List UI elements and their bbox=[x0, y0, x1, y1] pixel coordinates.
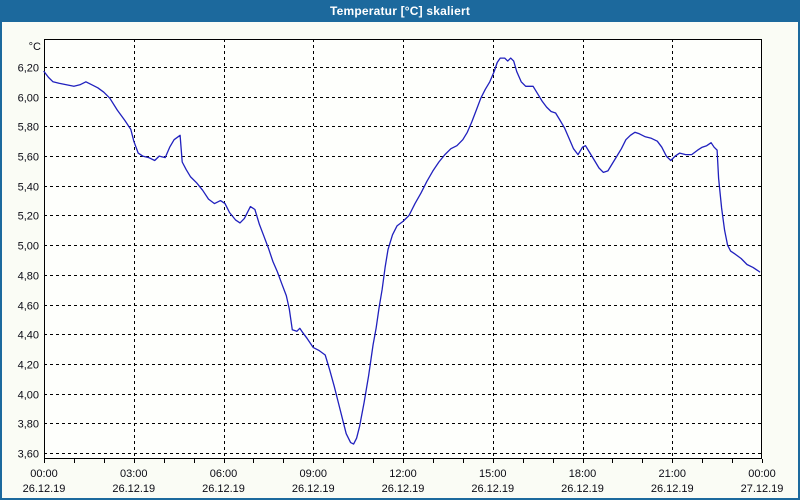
x-tick-date-label: 26.12.19 bbox=[471, 483, 514, 495]
x-tick-date-label: 26.12.19 bbox=[112, 483, 155, 495]
x-tick-labels: 00:00 26.12.19 03:00 26.12.19 06:00 26.12.19 0… bbox=[23, 468, 784, 495]
y-tick-label: 4,60 bbox=[18, 301, 39, 313]
x-tick-time-label: 18:00 bbox=[569, 468, 597, 480]
y-tick-label: 5,20 bbox=[18, 211, 39, 223]
plot-border bbox=[44, 39, 762, 459]
y-tick-label: 6,20 bbox=[18, 63, 39, 75]
y-tick-label: 4,40 bbox=[18, 330, 39, 342]
y-tick-label: 3,60 bbox=[18, 449, 39, 461]
y-tick-label: 4,20 bbox=[18, 360, 39, 372]
x-gridlines bbox=[134, 39, 673, 459]
x-tick-date-label: 26.12.19 bbox=[651, 483, 694, 495]
x-tick-time-label: 12:00 bbox=[389, 468, 417, 480]
x-tick-date-label: 26.12.19 bbox=[292, 483, 335, 495]
x-tick-date-label: 26.12.19 bbox=[23, 483, 66, 495]
x-tick-time-label: 15:00 bbox=[479, 468, 507, 480]
window-title: Temperatur [°C] skaliert bbox=[329, 4, 471, 18]
x-tick-date-label: 26.12.19 bbox=[202, 483, 245, 495]
y-tick-label: 6,00 bbox=[18, 93, 39, 105]
x-tick-time-label: 00:00 bbox=[30, 468, 58, 480]
x-tick-time-label: 06:00 bbox=[210, 468, 238, 480]
y-axis-unit-label: °C bbox=[29, 41, 41, 53]
chart-area: 6,20 6,00 5,80 5,60 5,40 5,20 5,00 4,80 4,60 4,40… bbox=[2, 22, 798, 498]
window-title-bar: Temperatur [°C] skaliert bbox=[0, 0, 800, 22]
y-tick-label: 4,00 bbox=[18, 390, 39, 402]
y-tick-label: 5,00 bbox=[18, 241, 39, 253]
temperature-line-chart: 6,20 6,00 5,80 5,60 5,40 5,20 5,00 4,80 4,60 4,40… bbox=[18, 39, 784, 495]
x-minor-ticks bbox=[44, 459, 763, 463]
x-tick-time-label: 00:00 bbox=[748, 468, 776, 480]
x-tick-date-label: 26.12.19 bbox=[382, 483, 425, 495]
y-tick-label: 3,80 bbox=[18, 419, 39, 431]
y-tick-label: 5,60 bbox=[18, 152, 39, 164]
x-tick-time-label: 03:00 bbox=[120, 468, 148, 480]
x-tick-date-label: 26.12.19 bbox=[561, 483, 604, 495]
y-tick-labels: 6,20 6,00 5,80 5,60 5,40 5,20 5,00 4,80 4,60 4,40… bbox=[18, 63, 39, 461]
y-tick-label: 5,40 bbox=[18, 182, 39, 194]
y-tick-label: 4,80 bbox=[18, 271, 39, 283]
y-tick-label: 5,80 bbox=[18, 122, 39, 134]
x-tick-date-label: 27.12.19 bbox=[741, 483, 784, 495]
x-tick-time-label: 21:00 bbox=[658, 468, 686, 480]
temperature-series-line bbox=[43, 57, 761, 445]
x-tick-time-label: 09:00 bbox=[299, 468, 327, 480]
